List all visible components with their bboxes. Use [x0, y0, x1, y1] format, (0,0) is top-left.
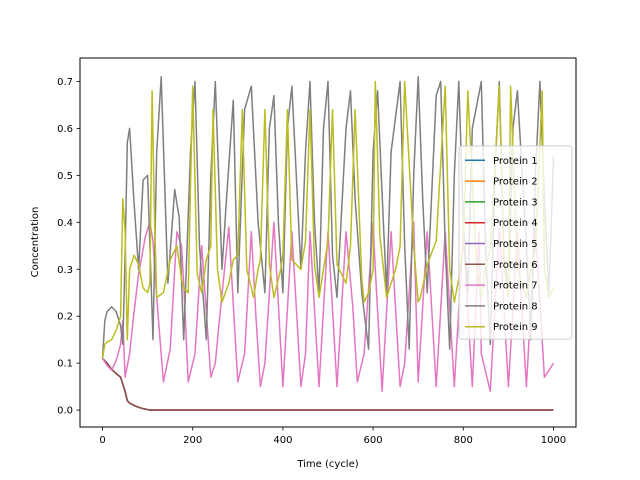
legend-entry-label: Protein 4 [493, 218, 538, 229]
y-tick-label: 0.1 [57, 359, 73, 370]
y-axis-ticks: 0.0 0.1 0.2 0.3 0.4 0.5 0.6 0.7 [57, 77, 80, 417]
x-tick-label: 1000 [541, 435, 566, 446]
legend-entry-label: Protein 8 [493, 301, 538, 312]
legend-entry-label: Protein 5 [493, 239, 538, 250]
legend-entry-label: Protein 3 [493, 197, 538, 208]
x-tick-label: 600 [364, 435, 383, 446]
legend-entry-label: Protein 1 [493, 156, 538, 167]
x-tick-label: 800 [454, 435, 473, 446]
y-tick-label: 0.0 [57, 406, 73, 417]
series-line-protein-9 [101, 80, 555, 359]
x-axis-ticks: 0 200 400 600 800 1000 [99, 427, 566, 446]
y-tick-label: 0.5 [57, 171, 73, 182]
x-tick-label: 0 [99, 435, 105, 446]
legend-entry-label: Protein 9 [493, 322, 538, 333]
y-tick-label: 0.6 [57, 124, 73, 135]
y-tick-label: 0.3 [57, 265, 73, 276]
legend: Protein 1 Protein 2 Protein 3 Protein 4 Prot… [458, 145, 573, 340]
x-tick-label: 400 [273, 435, 292, 446]
y-tick-label: 0.2 [57, 312, 73, 323]
legend-box [458, 145, 573, 340]
plot-frame [79, 57, 577, 428]
y-tick-label: 0.4 [57, 218, 73, 229]
legend-entry-label: Protein 7 [493, 281, 538, 292]
y-axis-label: Concentration [30, 207, 41, 278]
x-tick-label: 200 [183, 435, 202, 446]
series-line-protein-6 [101, 357, 554, 411]
y-tick-label: 0.7 [57, 77, 73, 88]
legend-entry-label: Protein 6 [493, 260, 538, 271]
legend-entry-label: Protein 2 [493, 177, 538, 188]
series-line-protein-8 [101, 76, 555, 359]
x-axis-label: Time (cycle) [296, 459, 358, 470]
